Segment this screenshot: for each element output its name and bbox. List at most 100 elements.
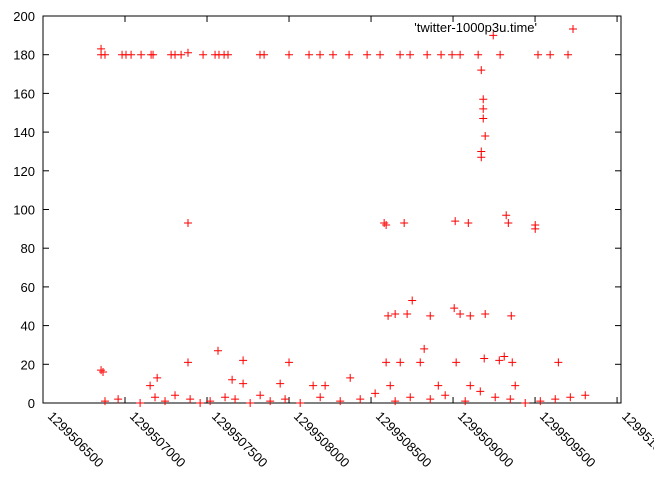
data-point	[456, 309, 465, 318]
data-point	[426, 311, 435, 320]
data-point	[534, 50, 543, 59]
data-point	[507, 311, 516, 320]
data-point	[384, 311, 393, 320]
data-point	[285, 358, 294, 367]
x-tick-label: 1299507500	[209, 409, 271, 471]
data-point	[266, 397, 275, 406]
x-tick-label: 1299506500	[45, 409, 107, 471]
data-point	[97, 366, 106, 375]
data-point	[136, 399, 145, 407]
data-point	[403, 309, 412, 318]
data-point	[114, 395, 123, 404]
data-point	[434, 381, 443, 390]
data-point	[309, 381, 318, 390]
data-point	[477, 66, 486, 75]
data-point	[345, 50, 354, 59]
data-point	[260, 50, 269, 59]
data-point	[506, 395, 515, 404]
legend-marker	[569, 25, 577, 33]
data-point	[416, 358, 425, 367]
data-point	[246, 399, 255, 407]
data-point	[450, 304, 459, 313]
data-point	[382, 220, 391, 229]
x-tick-label: 1299508000	[291, 409, 353, 471]
data-point	[328, 50, 337, 59]
data-point	[531, 224, 540, 233]
data-point	[382, 358, 391, 367]
data-point	[183, 219, 192, 228]
data-point	[256, 391, 265, 400]
data-point	[495, 356, 504, 365]
data-point	[316, 393, 325, 402]
data-point	[391, 309, 400, 318]
data-point	[149, 50, 158, 59]
data-point	[296, 399, 305, 407]
data-point	[316, 50, 325, 59]
y-tick-label: 200	[13, 9, 35, 24]
y-tick-label: 20	[21, 357, 35, 372]
x-tick-label: 1299509000	[455, 409, 517, 471]
data-point	[97, 44, 106, 53]
data-point	[504, 219, 513, 228]
y-tick-label: 120	[13, 164, 35, 179]
data-point	[153, 373, 162, 382]
data-point	[464, 219, 473, 228]
data-point	[396, 358, 405, 367]
data-point	[551, 395, 560, 404]
data-point	[479, 95, 488, 104]
data-point	[521, 399, 530, 407]
data-point	[221, 393, 230, 402]
y-tick-label: 80	[21, 241, 35, 256]
data-point	[224, 50, 233, 59]
plot-frame	[42, 15, 622, 404]
data-point	[466, 381, 475, 390]
data-point	[536, 397, 545, 406]
data-point	[186, 395, 195, 404]
data-point	[426, 395, 435, 404]
data-point	[371, 389, 380, 398]
data-point	[276, 379, 285, 388]
data-point	[151, 393, 160, 402]
y-tick-label: 60	[21, 280, 35, 295]
y-tick-label: 180	[13, 48, 35, 63]
data-point	[376, 50, 385, 59]
data-point	[423, 50, 432, 59]
data-point	[396, 50, 405, 59]
data-point	[508, 358, 517, 367]
data-point	[581, 391, 590, 400]
data-point	[177, 50, 186, 59]
data-point	[196, 399, 205, 407]
data-point	[461, 397, 470, 406]
data-point	[281, 395, 290, 404]
data-point	[400, 219, 409, 228]
data-point	[356, 395, 365, 404]
data-point	[380, 219, 389, 228]
data-point	[480, 354, 489, 363]
data-point	[451, 217, 460, 226]
data-point	[199, 50, 208, 59]
y-tick-label: 100	[13, 203, 35, 218]
data-point	[456, 50, 465, 59]
data-point	[183, 358, 192, 367]
data-point	[554, 358, 563, 367]
data-point	[363, 50, 372, 59]
data-point	[386, 381, 395, 390]
data-point	[231, 395, 240, 404]
data-point	[479, 114, 488, 123]
data-point	[502, 211, 511, 220]
data-point	[474, 50, 483, 59]
data-point	[336, 397, 345, 406]
y-tick-label: 40	[21, 319, 35, 334]
data-point	[214, 346, 223, 355]
data-point	[511, 381, 520, 390]
data-point	[437, 50, 446, 59]
x-tick-label: 1299507000	[127, 409, 189, 471]
data-point	[420, 344, 429, 353]
data-point	[481, 131, 490, 140]
y-tick-label: 140	[13, 125, 35, 140]
data-point	[127, 50, 136, 59]
x-tick-label: 1299509500	[537, 409, 599, 471]
x-tick-label: 1299510000	[619, 409, 654, 471]
x-tick-label: 1299508500	[373, 409, 435, 471]
